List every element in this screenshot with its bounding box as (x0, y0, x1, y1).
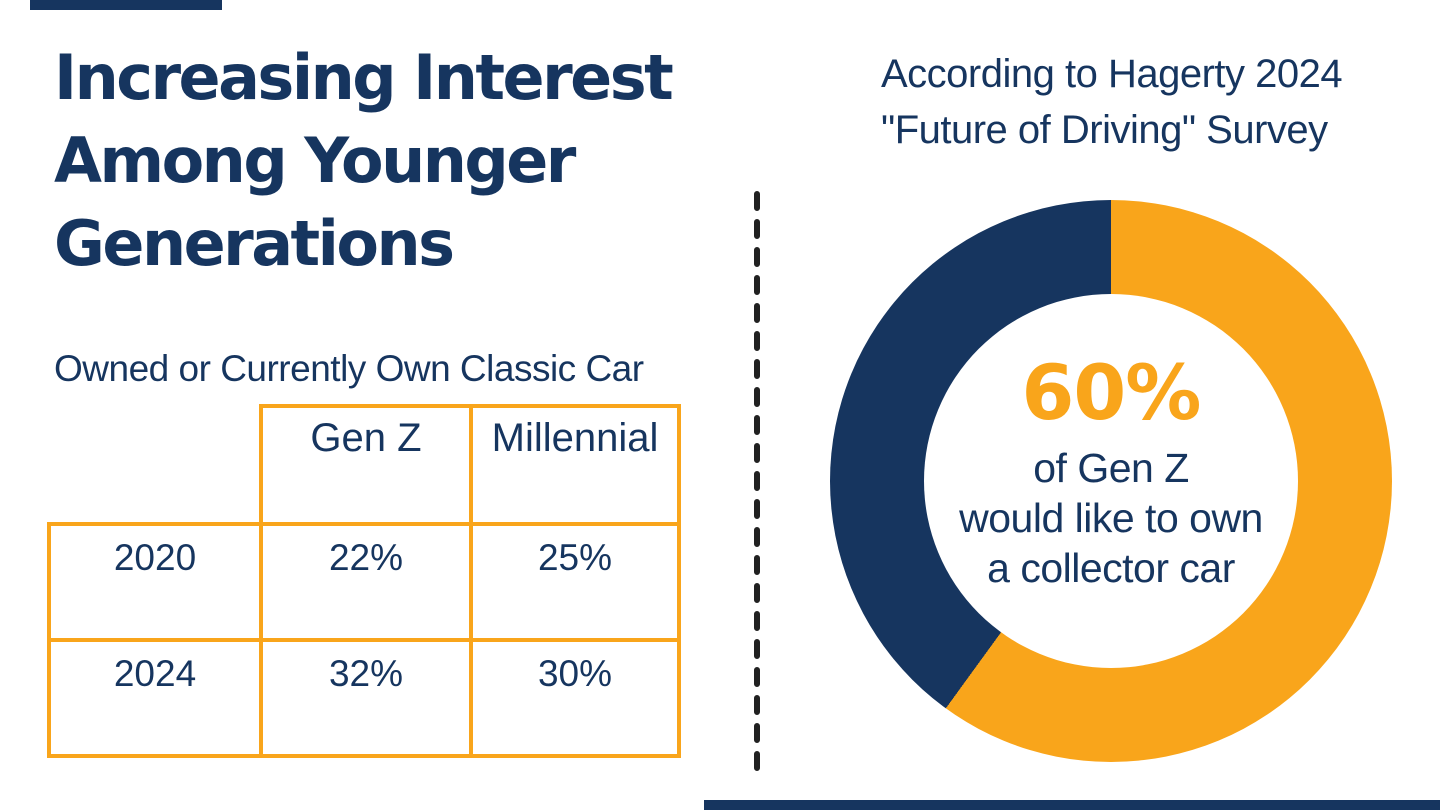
title-line-2: Among Younger (54, 124, 576, 197)
column-header-gen-z: Gen Z (259, 404, 473, 526)
attribution-line-2: "Future of Driving" Survey (881, 108, 1328, 152)
table-row-2024: 2024 32% 30% (47, 638, 681, 758)
donut-center-line-2: would like to own (959, 495, 1263, 541)
donut-chart: 60% of Gen Z would like to own a collect… (830, 200, 1392, 762)
top-accent-bar (30, 0, 222, 10)
row-label-2024: 2024 (47, 638, 263, 758)
donut-center-line-3: a collector car (987, 545, 1235, 591)
dashed-divider-line (754, 191, 760, 781)
column-header-millennial: Millennial (469, 404, 681, 526)
row-label-2020: 2020 (47, 522, 263, 642)
table-caption: Owned or Currently Own Classic Car (54, 348, 644, 389)
donut-center-value: 60% (1021, 348, 1202, 437)
ownership-table: Gen Z Millennial 2020 22% 25% 2024 32% 3… (47, 404, 681, 758)
cell-2020-millennial: 25% (469, 522, 681, 642)
attribution-line-1: According to Hagerty 2024 (881, 52, 1343, 96)
table-row-2020: 2020 22% 25% (47, 522, 681, 642)
cell-2020-gen-z: 22% (259, 522, 473, 642)
title-line-3: Generations (54, 207, 455, 280)
donut-hole: 60% of Gen Z would like to own a collect… (924, 294, 1298, 668)
table-header-row: Gen Z Millennial (49, 404, 681, 526)
title-line-1: Increasing Interest (54, 41, 674, 114)
cell-2024-gen-z: 32% (259, 638, 473, 758)
source-attribution: According to Hagerty 2024 "Future of Dri… (881, 46, 1343, 158)
bottom-accent-bar (704, 800, 1440, 810)
cell-2024-millennial: 30% (469, 638, 681, 758)
dashed-divider (753, 186, 761, 789)
donut-center-line-1: of Gen Z (1033, 445, 1189, 491)
table-corner-cell (49, 406, 261, 524)
page-title: Increasing Interest Among Younger Genera… (54, 36, 674, 285)
